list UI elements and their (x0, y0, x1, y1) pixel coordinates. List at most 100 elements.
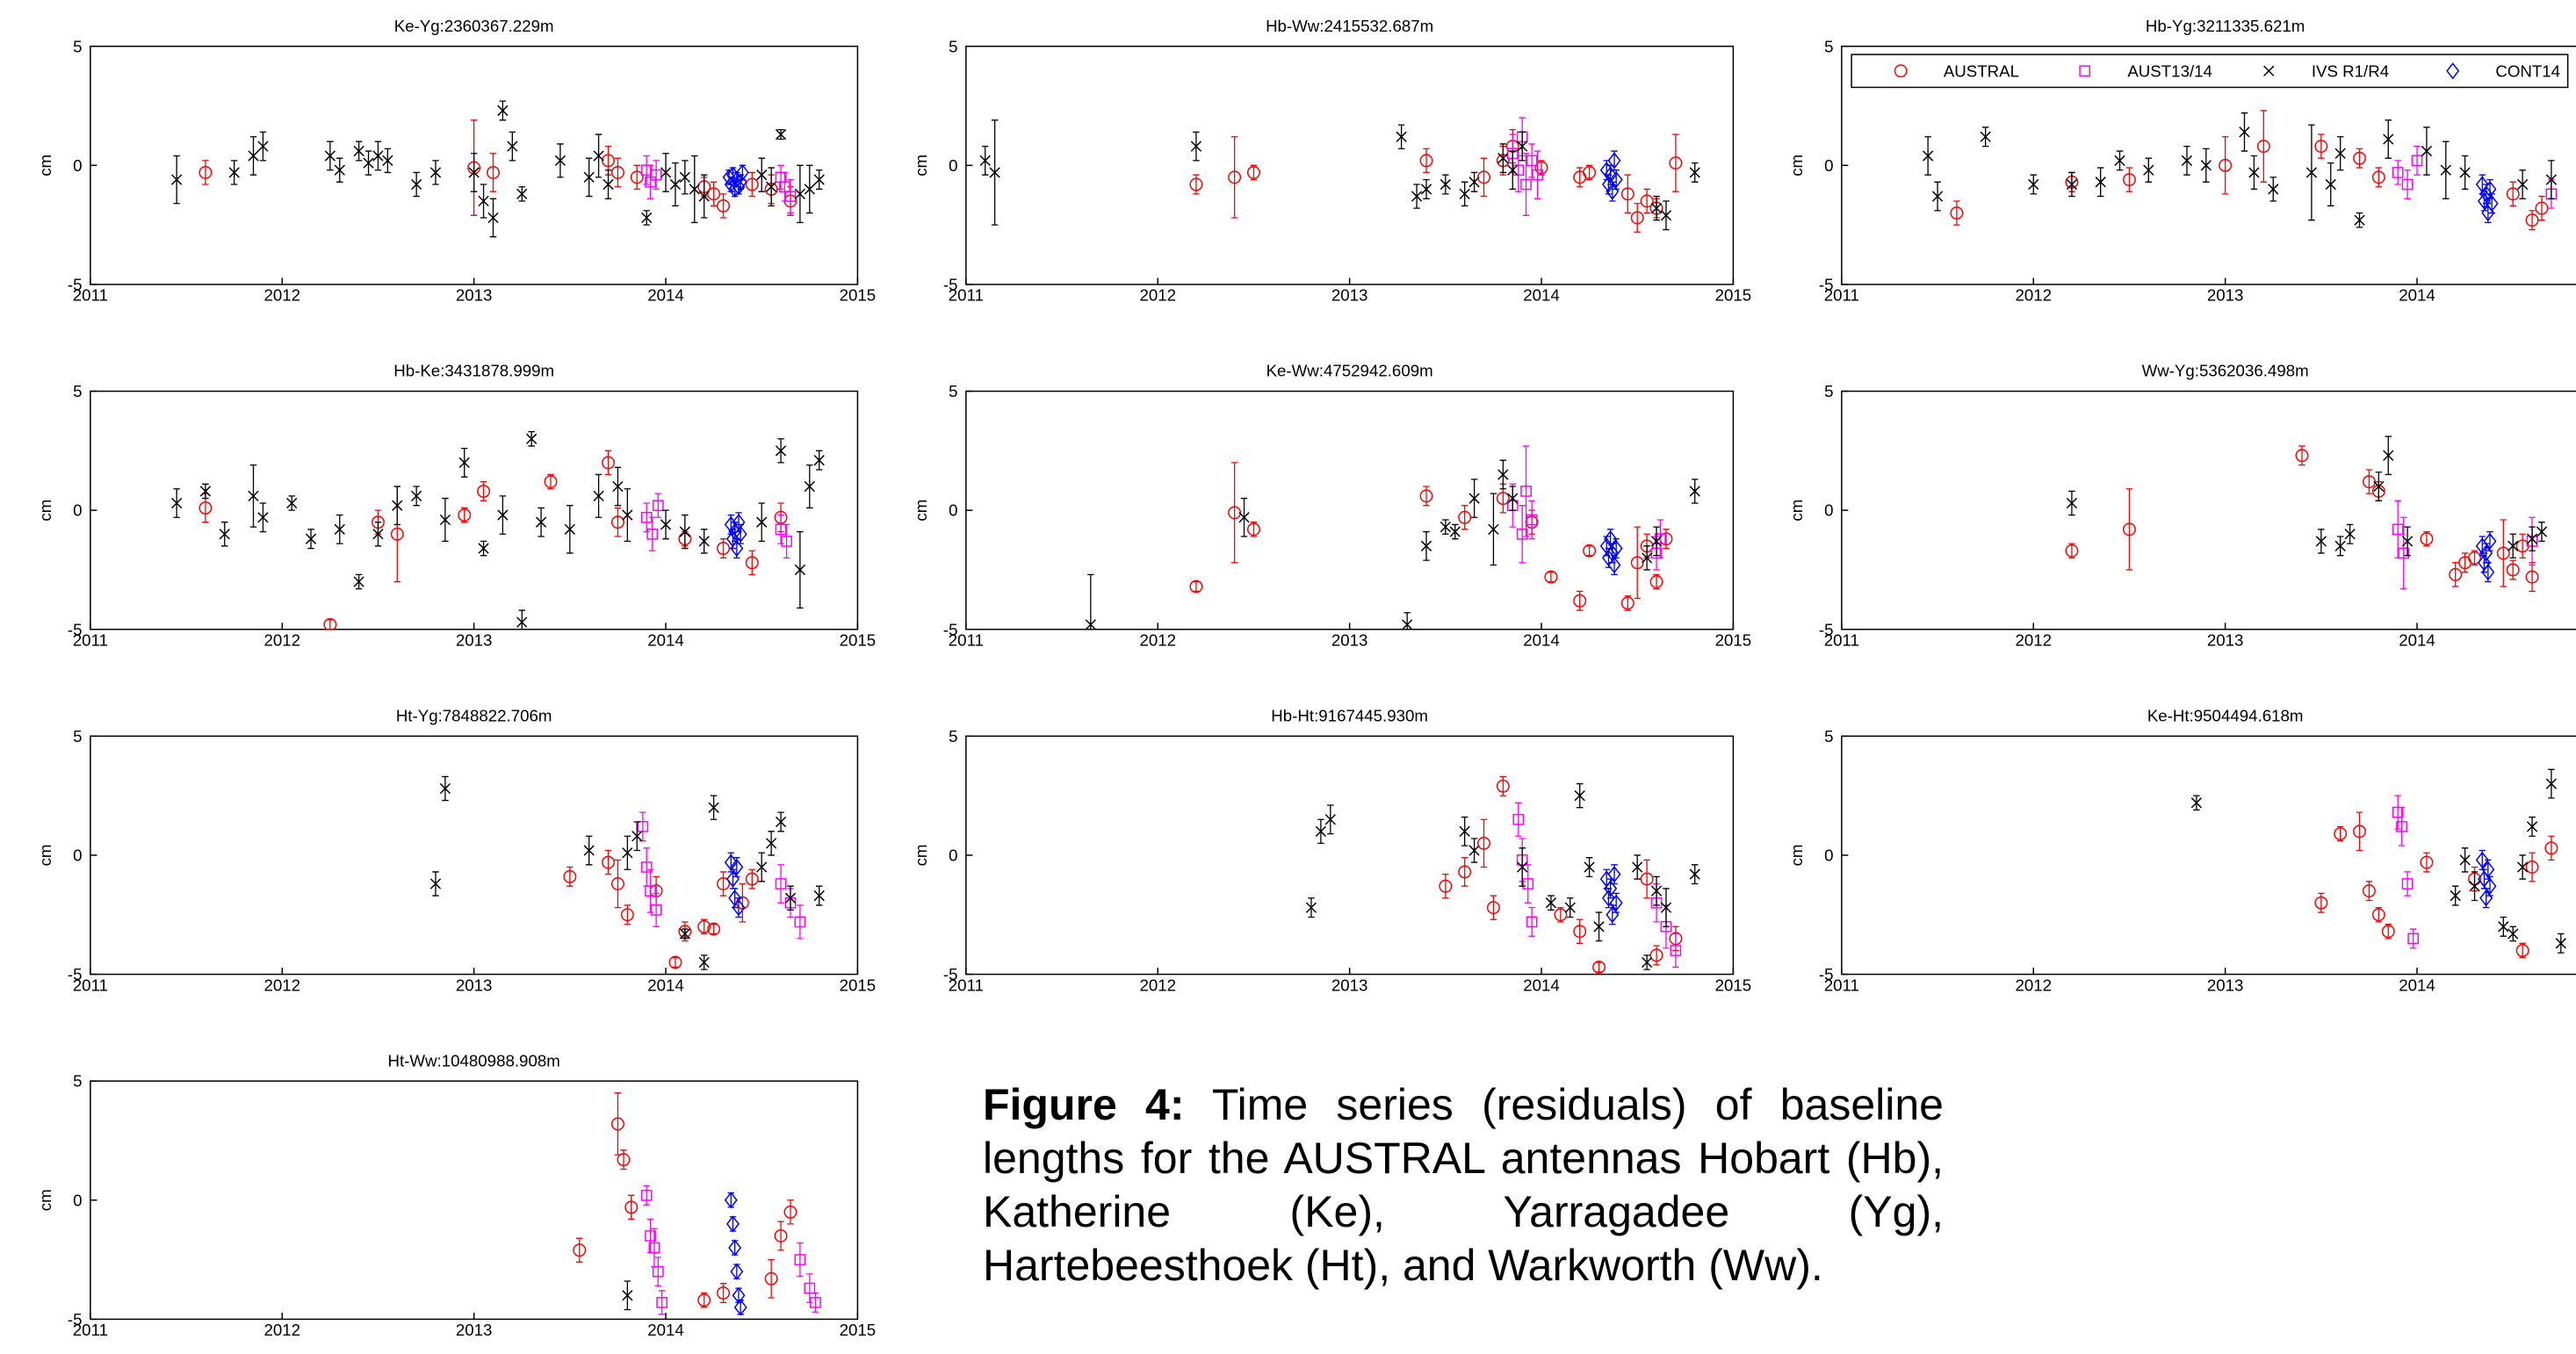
error-bar (643, 155, 650, 185)
error-bar (672, 956, 679, 969)
error-bar (2125, 488, 2133, 571)
x-tick-label: 2011 (949, 976, 984, 994)
marker-x (631, 831, 643, 842)
marker-circle (573, 1243, 587, 1257)
error-bar (643, 502, 650, 533)
marker-circle (2353, 825, 2366, 839)
marker-circle (2371, 908, 2385, 922)
marker-x (813, 455, 825, 466)
plot-area (90, 735, 859, 976)
marker-circle (668, 955, 682, 969)
marker-circle (610, 165, 624, 179)
marker-square (804, 1282, 816, 1294)
y-tick-label: 0 (73, 1191, 82, 1209)
marker-diamond (730, 858, 744, 876)
marker-x (1497, 153, 1509, 164)
marker-circle (2314, 140, 2328, 154)
y-tick-label: -5 (943, 965, 958, 983)
marker-circle (390, 527, 404, 541)
error-bar (2548, 835, 2555, 861)
x-tick-label: 2014 (647, 286, 684, 305)
error-bar (1624, 174, 1632, 214)
y-tick-label: 0 (1824, 501, 1833, 520)
marker-x (305, 533, 317, 544)
marker-x (526, 433, 538, 444)
error-bar (639, 811, 646, 842)
x-tick-label: 2011 (949, 630, 984, 649)
marker-x (1396, 131, 1407, 142)
subplot: Hb-Yg:3211335.621mcm20112012201320142015… (1787, 17, 2576, 305)
x-tick-label: 2015 (840, 630, 877, 649)
error-bar (2400, 516, 2407, 590)
error-bar (748, 171, 756, 198)
marker-x (1642, 552, 1653, 564)
error-bar (1480, 157, 1488, 198)
x-tick-label: 2012 (2015, 286, 2052, 305)
marker-square (2411, 155, 2423, 167)
y-axis-label: cm (1787, 500, 1806, 522)
x-tick-label: 2013 (2207, 286, 2244, 305)
error-bar (2318, 133, 2325, 159)
marker-circle (717, 1286, 731, 1300)
marker-circle (1439, 879, 1453, 893)
marker-circle (620, 908, 634, 922)
error-bar (783, 523, 790, 559)
marker-x (813, 174, 825, 185)
y-tick-label: -5 (68, 620, 83, 638)
marker-diamond (732, 898, 746, 917)
error-bar (1624, 595, 1632, 611)
marker-x (2450, 889, 2461, 902)
marker-circle (1246, 522, 1260, 537)
marker-circle (1246, 165, 1260, 179)
marker-x (698, 956, 710, 969)
data-layer (1305, 775, 1700, 974)
marker-circle (2122, 173, 2136, 187)
marker-square (2392, 523, 2404, 536)
error-bar (812, 1292, 819, 1313)
y-tick-label: 0 (73, 846, 82, 865)
error-bar (1528, 143, 1535, 178)
marker-circle (1573, 594, 1587, 608)
marker-x (1689, 868, 1700, 880)
error-bar (2385, 923, 2392, 940)
marker-x (1420, 540, 1432, 551)
marker-x (2066, 497, 2078, 509)
error-bar (2414, 145, 2421, 176)
marker-circle (2525, 570, 2539, 584)
marker-diamond (1609, 170, 1623, 189)
marker-x (583, 845, 595, 856)
marker-circle (1554, 908, 1568, 922)
marker-x (784, 892, 797, 904)
marker-x (2545, 174, 2558, 185)
error-bar (1643, 188, 1650, 214)
marker-circle (2362, 475, 2376, 489)
error-bar (646, 868, 654, 913)
error-bar (1656, 519, 1664, 559)
subplot-title: Ht-Yg:7848822.706m (396, 707, 552, 725)
marker-x (2200, 160, 2212, 171)
error-bar (1585, 164, 1593, 181)
marker-x (989, 167, 1000, 178)
error-bar (1461, 505, 1468, 530)
marker-x (2536, 526, 2548, 537)
plot-area (965, 735, 1735, 976)
marker-x (2263, 65, 2275, 76)
x-tick-label: 2013 (2207, 630, 2244, 649)
data-layer (1923, 110, 2558, 231)
x-tick-label: 2013 (456, 286, 493, 305)
subplot-title: Hb-Ke:3431878.999m (393, 362, 554, 380)
error-bar (2409, 928, 2417, 949)
marker-diamond (2483, 877, 2497, 895)
error-bar (787, 178, 794, 214)
marker-x (1324, 814, 1336, 825)
error-bar (1634, 203, 1641, 233)
marker-circle (2295, 449, 2309, 463)
marker-square (1516, 528, 1528, 540)
marker-x (1584, 861, 1595, 873)
error-bar (1515, 802, 1522, 837)
marker-x (1459, 188, 1470, 200)
marker-x (2066, 178, 2078, 191)
marker-x (429, 878, 442, 889)
marker-x (2114, 155, 2125, 167)
marker-x (1507, 164, 1519, 176)
